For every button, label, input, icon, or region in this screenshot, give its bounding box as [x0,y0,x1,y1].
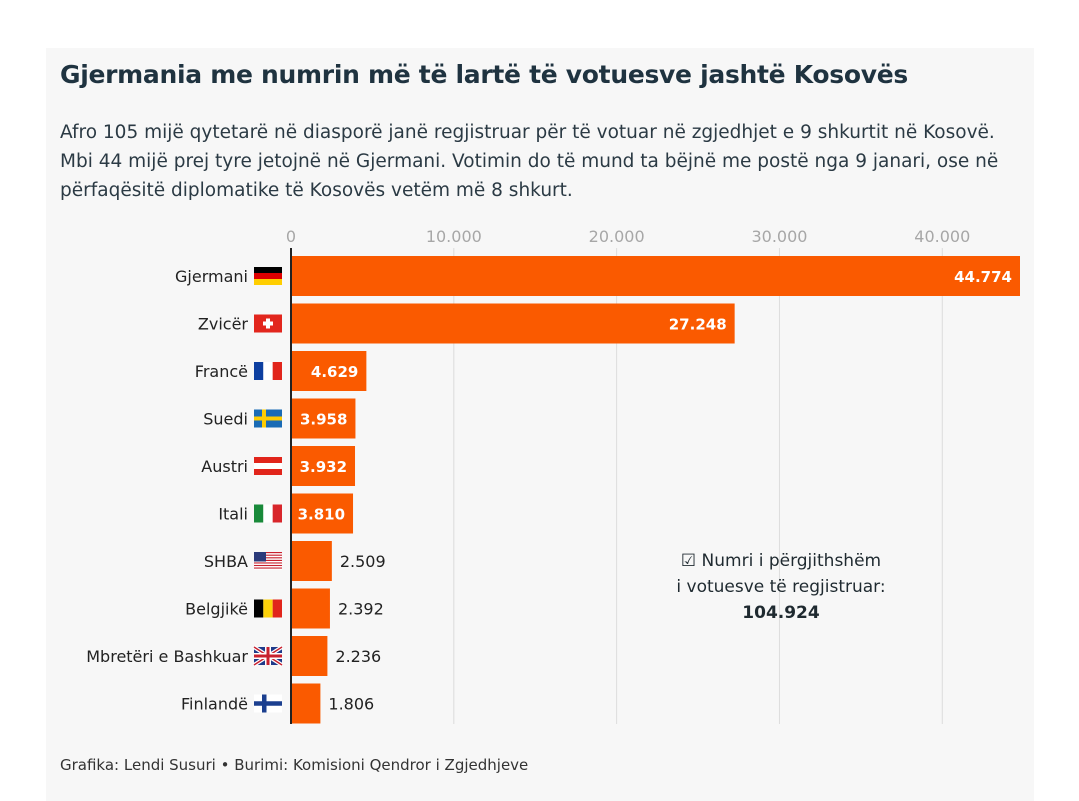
switzerland-flag-icon [254,314,282,333]
bar-value-label: 1.806 [328,695,374,714]
total-line-1: ☑ Numri i përgjithshëm [680,551,882,571]
category-label: Suedi [203,410,248,429]
bar-value-label: 2.509 [340,552,386,571]
france-flag-icon [254,362,282,380]
usa-flag-icon [254,552,282,570]
bar-value-label: 4.629 [311,363,358,381]
chart-subtitle: Afro 105 mijë qytetarë në diasporë janë … [60,122,999,201]
x-tick-label: 20.000 [589,227,645,246]
bar [291,303,735,344]
x-axis-ticks: 0 10.000 20.000 30.000 40.000 [286,227,970,246]
uk-flag-icon [252,645,284,667]
bar-value-label: 2.236 [335,647,381,666]
bar [291,256,1020,296]
bar-value-label: 2.392 [338,600,384,619]
bars: 44.774 27.248 4.629 3.958 3.932 3.810 2.509 2.3… [291,256,1020,724]
bar [291,446,356,486]
bar [291,588,330,629]
x-tick-label: 0 [286,227,296,246]
flags [252,267,284,713]
bar [291,398,356,439]
belgium-flag-icon [254,599,282,618]
category-label: Gjermani [175,267,248,286]
category-labels: Gjermani Zvicër Francë Suedi Austri Itali SHBA… [86,267,248,714]
total-line-2: i votuesve të regjistruar: [676,577,886,597]
bar [291,493,354,534]
category-label: Austri [201,457,248,476]
bar [291,541,332,581]
bar-value-label: 3.932 [300,458,347,476]
total-value: 104.924 [742,603,820,623]
x-tick-label: 40.000 [914,227,970,246]
bar-chart: 0 10.000 20.000 30.000 40.000 44.774 27.248 4.… [86,227,1020,724]
category-label: Itali [218,505,248,524]
italy-flag-icon [254,504,282,523]
bar-value-label: 44.774 [954,268,1012,286]
x-tick-label: 10.000 [426,227,482,246]
bar-value-label: 27.248 [669,316,727,334]
total-annotation: ☑ Numri i përgjithshëm i votuesve të reg… [646,548,916,626]
bar [291,351,367,391]
category-label: SHBA [204,552,248,571]
chart-card: Gjermania me numrin më të lartë të votue… [46,48,1034,801]
x-tick-label: 30.000 [751,227,807,246]
source-credit: Grafika: Lendi Susuri • Burimi: Komision… [60,756,529,774]
sweden-flag-icon [254,409,282,428]
chart-title: Gjermania me numrin më të lartë të votue… [60,60,908,89]
finland-flag-icon [254,694,282,713]
category-label: Belgjikë [185,600,248,619]
category-label: Finlandë [181,695,248,714]
austria-flag-icon [254,457,282,475]
germany-flag-icon [254,267,282,285]
category-label: Francë [195,362,248,381]
bar-value-label: 3.810 [298,506,345,524]
bar [291,636,328,676]
bar-value-label: 3.958 [300,411,347,429]
category-label: Mbretëri e Bashkuar [86,647,248,666]
category-label: Zvicër [198,315,249,334]
bar [291,683,321,724]
